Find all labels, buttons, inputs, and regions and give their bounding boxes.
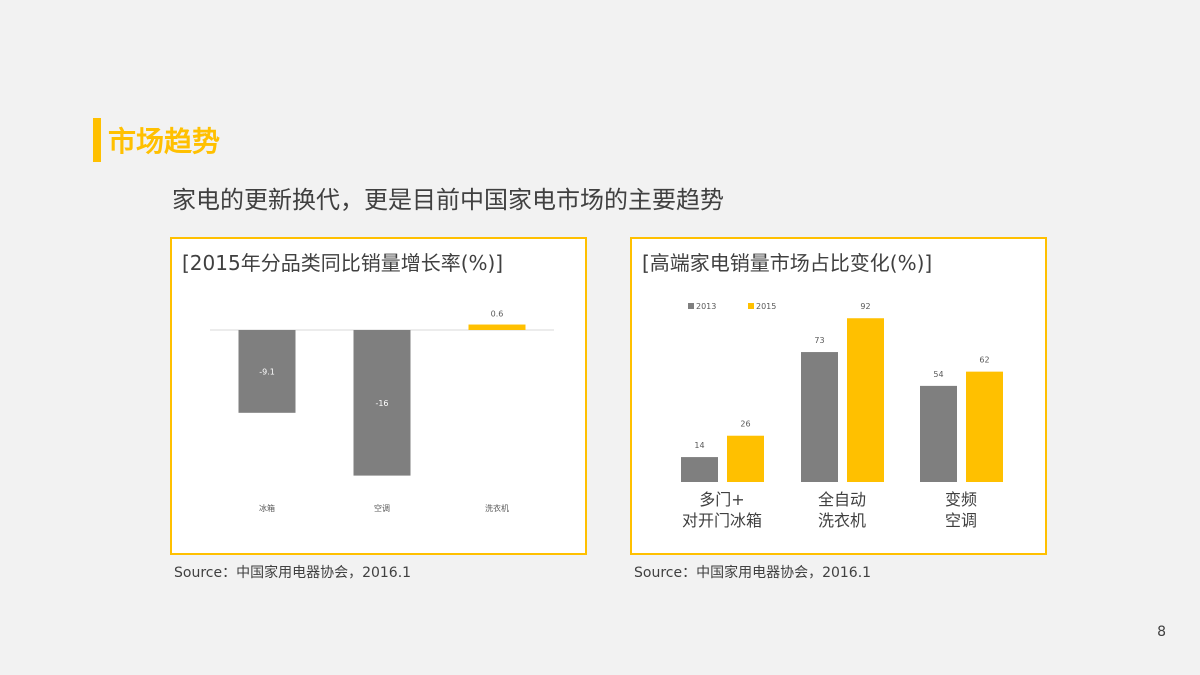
bar-2015-2 xyxy=(966,371,1003,482)
page-subtitle: 家电的更新换代，更是目前中国家电市场的主要趋势 xyxy=(172,186,724,214)
page-title: 市场趋势 xyxy=(108,125,221,158)
data-label: 26 xyxy=(740,420,750,429)
category-label: 空调 xyxy=(945,511,977,530)
source-note: Source：中国家用电器协会，2016.1 xyxy=(174,565,412,581)
bar-2 xyxy=(468,324,526,330)
category-label: 洗衣机 xyxy=(818,511,866,530)
category-label: 空调 xyxy=(374,503,390,513)
bar-2015-0 xyxy=(727,435,764,482)
bar-2013-1 xyxy=(801,352,838,482)
legend-swatch-2015 xyxy=(748,303,754,309)
legend-swatch-2013 xyxy=(688,303,694,309)
legend-label: 2013 xyxy=(696,302,716,311)
category-label: 冰箱 xyxy=(259,503,275,513)
data-label: 54 xyxy=(933,370,943,379)
category-label: 对开门冰箱 xyxy=(682,511,762,530)
chart-title: [2015年分品类同比销量增长率(%)] xyxy=(182,251,504,275)
title-accent-bar xyxy=(93,118,101,162)
data-label: 0.6 xyxy=(491,310,504,319)
bar-1 xyxy=(353,330,411,476)
category-label: 全自动 xyxy=(818,490,866,509)
data-label: 62 xyxy=(979,356,989,365)
category-label: 多门+ xyxy=(699,490,744,509)
data-label: 92 xyxy=(860,302,870,311)
chart-title: [高端家电销量市场占比变化(%)] xyxy=(642,251,933,275)
data-label: -9.1 xyxy=(259,367,275,376)
source-note: Source：中国家用电器协会，2016.1 xyxy=(634,565,872,581)
data-label: -16 xyxy=(375,399,388,408)
data-label: 73 xyxy=(814,336,824,345)
category-label: 变频 xyxy=(945,490,977,509)
page-number: 8 xyxy=(1157,624,1166,640)
legend-label: 2015 xyxy=(756,302,776,311)
bar-2013-2 xyxy=(920,385,957,482)
data-label: 14 xyxy=(694,441,704,450)
bar-2015-1 xyxy=(847,318,884,482)
bar-0 xyxy=(238,330,296,413)
bar-2013-0 xyxy=(681,457,718,482)
category-label: 洗衣机 xyxy=(485,503,509,513)
